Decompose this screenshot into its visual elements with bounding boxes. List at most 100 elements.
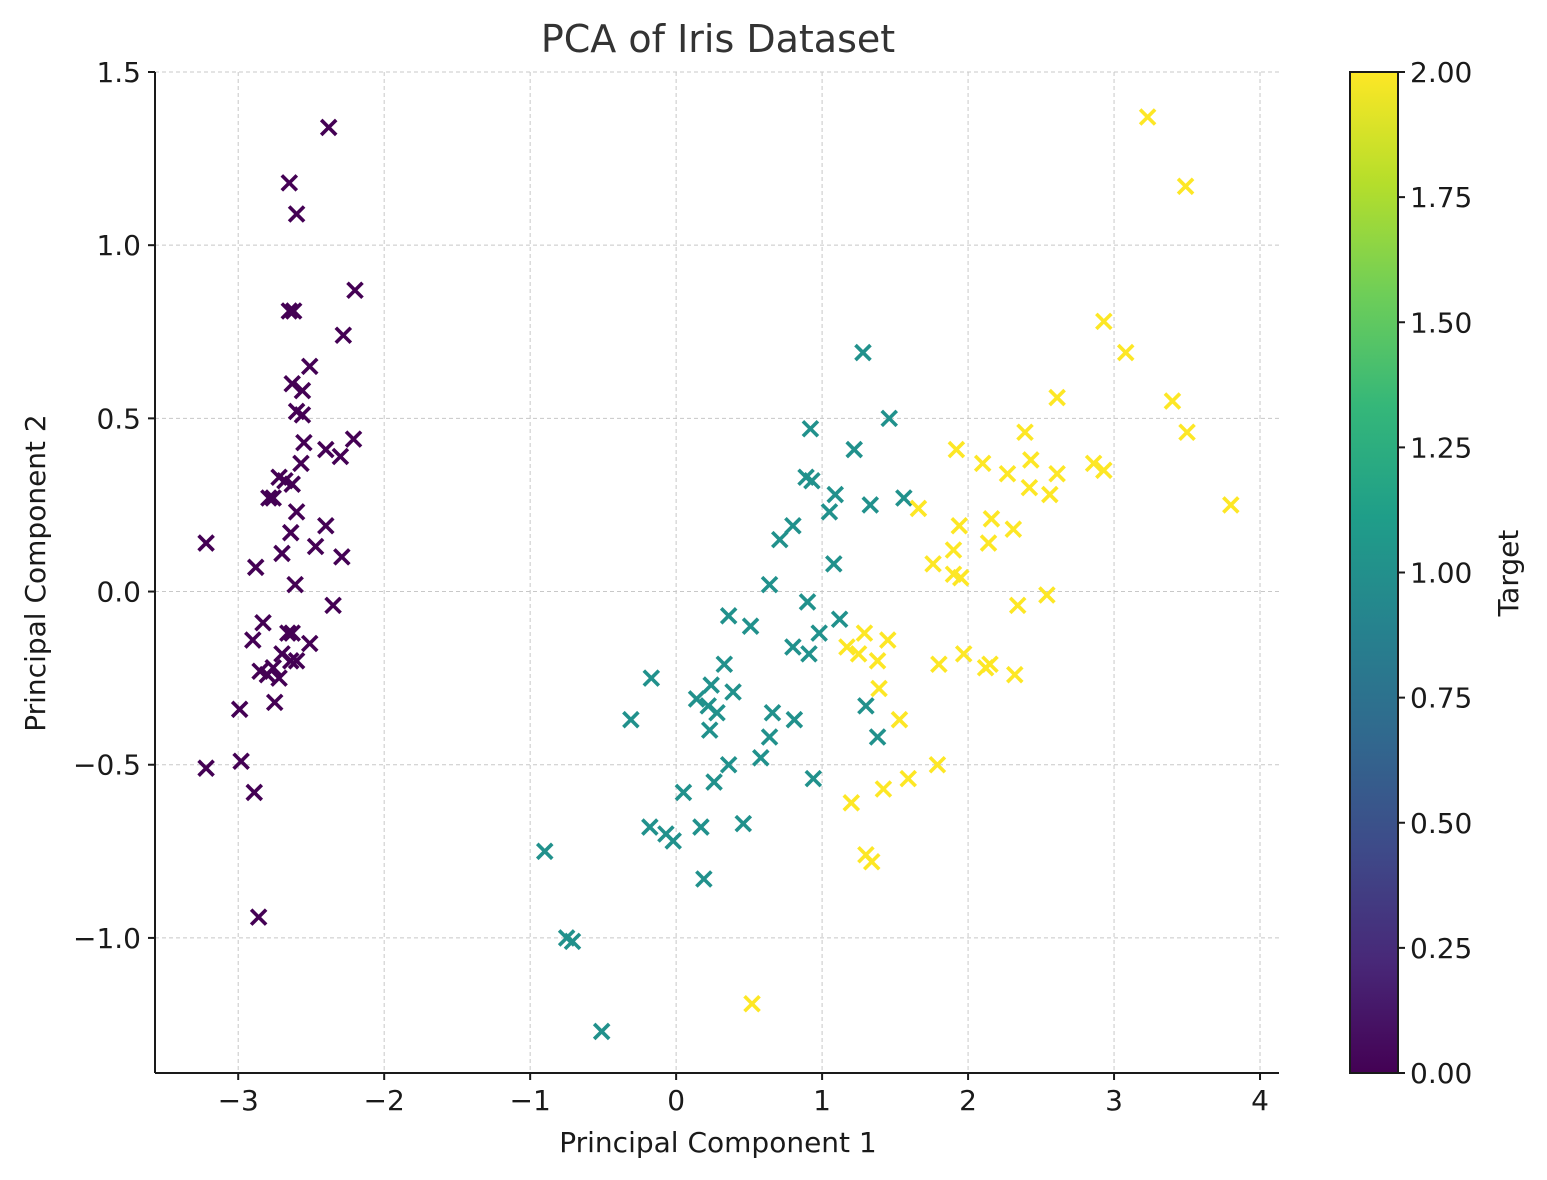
data-point-target-1 (700, 721, 719, 739)
data-point-target-2 (870, 679, 888, 698)
data-point-target-2 (947, 440, 966, 459)
data-point-target-0 (260, 489, 278, 507)
data-point-target-2 (924, 555, 942, 573)
data-point-target-2 (868, 652, 887, 670)
data-point-target-2 (1222, 496, 1240, 514)
colorbar-tick-label: 0.75 (1410, 682, 1472, 715)
data-point-target-1 (724, 683, 742, 701)
data-point-target-0 (333, 548, 351, 566)
x-tick-label: −1 (510, 1084, 551, 1117)
data-point-target-0 (281, 523, 300, 542)
data-point-target-1 (674, 783, 693, 802)
y-axis-label: Principal Component 2 (19, 414, 52, 732)
y-tick-label: 0.5 (96, 402, 141, 435)
data-point-target-2 (1048, 465, 1066, 483)
x-tick-label: −3 (218, 1084, 259, 1117)
y-tick-label: 0.0 (96, 576, 141, 609)
data-point-target-1 (702, 676, 720, 694)
data-point-target-1 (760, 575, 779, 594)
data-point-target-0 (346, 281, 364, 299)
data-point-target-2 (879, 631, 897, 649)
data-point-target-0 (331, 447, 350, 466)
data-point-target-0 (287, 652, 306, 670)
data-point-target-2 (928, 755, 947, 774)
data-point-target-1 (798, 593, 817, 611)
colorbar-tick-label: 2.00 (1410, 56, 1472, 89)
colorbar-label: Target (1492, 530, 1525, 618)
data-point-target-0 (334, 326, 353, 345)
data-point-target-2 (1178, 423, 1196, 441)
data-point-target-1 (752, 749, 770, 767)
data-point-target-0 (273, 544, 291, 563)
colorbar-tick-label: 0.25 (1410, 932, 1472, 965)
colorbar-tick-label: 0.50 (1410, 807, 1472, 840)
data-point-target-0 (324, 596, 342, 615)
data-point-target-0 (232, 752, 250, 771)
data-point-target-1 (695, 870, 713, 888)
x-tick-label: −2 (364, 1084, 405, 1117)
data-point-target-0 (244, 631, 262, 649)
data-point-target-2 (1095, 461, 1113, 480)
data-point-target-0 (281, 652, 300, 670)
x-tick-label: 1 (813, 1084, 831, 1117)
data-point-target-0 (283, 624, 301, 642)
colorbar: 0.00 0.25 0.50 0.75 1.00 1.25 1.50 1.75 2.00 Targ… (1349, 56, 1525, 1090)
data-point-target-2 (950, 516, 969, 535)
data-point-target-0 (284, 302, 303, 320)
data-point-target-1 (763, 704, 782, 722)
data-point-target-2 (930, 655, 948, 674)
data-point-target-1 (705, 773, 723, 791)
data-point-target-1 (715, 655, 734, 674)
data-point-target-2 (1116, 343, 1135, 362)
data-point-target-0 (306, 537, 325, 556)
data-point-target-0 (245, 783, 264, 802)
data-point-target-2 (944, 541, 963, 559)
data-point-target-1 (826, 485, 845, 504)
data-point-target-1 (784, 516, 802, 535)
data-point-target-0 (317, 516, 335, 535)
data-point-target-2 (1038, 586, 1056, 604)
colorbar-tick-label: 1.00 (1410, 557, 1472, 590)
data-point-target-1 (785, 710, 804, 729)
data-point-target-0 (295, 433, 313, 452)
data-point-target-1 (687, 690, 706, 708)
data-point-target-1 (642, 669, 661, 687)
colorbar-gradient (1350, 72, 1398, 1073)
data-point-target-1 (825, 555, 843, 573)
data-point-target-1 (801, 419, 820, 438)
data-point-target-0 (283, 374, 301, 393)
data-point-target-0 (197, 534, 215, 552)
chart-title: PCA of Iris Dataset (541, 17, 895, 61)
x-tick-label: 0 (667, 1084, 685, 1117)
data-point-target-2 (979, 534, 998, 552)
data-point-target-0 (317, 440, 335, 459)
data-point-target-1 (895, 489, 913, 507)
x-axis-label: Principal Component 1 (559, 1126, 877, 1159)
data-point-target-1 (830, 610, 849, 629)
data-point-target-0 (300, 634, 319, 653)
data-point-target-0 (230, 700, 249, 719)
data-point-target-0 (319, 118, 338, 137)
data-point-target-2 (1020, 478, 1039, 497)
colorbar-tick-label: 1.75 (1410, 181, 1472, 214)
data-point-target-1 (563, 932, 582, 951)
data-point-target-1 (880, 409, 899, 428)
data-point-target-1 (734, 814, 753, 833)
axes: −3 −2 −1 0 1 2 3 4 −1.0 −0.5 0.0 0.5 1.0 1.5 (73, 56, 1279, 1117)
data-point-target-0 (287, 503, 306, 521)
data-point-target-0 (280, 302, 299, 320)
data-point-target-1 (719, 607, 738, 625)
data-point-target-0 (265, 693, 284, 712)
data-point-target-1 (804, 769, 823, 788)
data-point-target-0 (283, 475, 301, 493)
data-point-target-0 (246, 558, 265, 577)
data-point-target-1 (708, 704, 726, 722)
data-point-target-2 (1041, 485, 1059, 504)
colorbar-tick-label: 1.25 (1410, 431, 1472, 464)
data-point-target-2 (982, 510, 1001, 528)
data-point-target-1 (857, 697, 875, 715)
data-point-target-1 (760, 728, 779, 746)
data-point-target-2 (998, 465, 1017, 483)
data-point-target-2 (1004, 520, 1023, 538)
data-point-target-1 (770, 530, 789, 549)
